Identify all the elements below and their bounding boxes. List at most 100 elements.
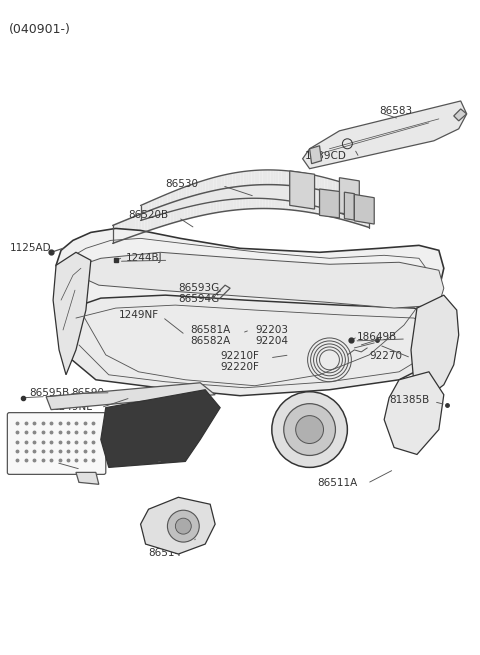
- Circle shape: [284, 403, 336, 455]
- Polygon shape: [216, 189, 219, 213]
- Polygon shape: [153, 208, 156, 229]
- Text: 86513: 86513: [148, 537, 181, 547]
- Polygon shape: [119, 222, 121, 241]
- Polygon shape: [314, 175, 316, 206]
- Polygon shape: [46, 383, 215, 409]
- Polygon shape: [298, 172, 300, 203]
- Polygon shape: [276, 170, 278, 200]
- Polygon shape: [216, 176, 219, 201]
- Polygon shape: [165, 194, 168, 213]
- Polygon shape: [189, 184, 192, 206]
- Polygon shape: [156, 207, 159, 228]
- Polygon shape: [287, 171, 289, 201]
- Text: 92204: 92204: [255, 336, 288, 346]
- Polygon shape: [246, 171, 249, 198]
- Polygon shape: [330, 179, 333, 211]
- Polygon shape: [228, 187, 231, 211]
- Polygon shape: [179, 189, 181, 210]
- Text: 86583: 86583: [379, 106, 412, 116]
- Polygon shape: [188, 196, 191, 219]
- Polygon shape: [355, 198, 358, 224]
- Polygon shape: [311, 174, 314, 206]
- Polygon shape: [319, 176, 322, 208]
- Text: 86595B: 86595B: [29, 388, 70, 398]
- Polygon shape: [184, 186, 187, 208]
- Text: 86561A: 86561A: [111, 457, 151, 466]
- Polygon shape: [235, 172, 238, 199]
- Polygon shape: [225, 174, 227, 200]
- Polygon shape: [214, 190, 216, 213]
- Polygon shape: [154, 198, 157, 216]
- Polygon shape: [352, 185, 354, 217]
- Polygon shape: [295, 172, 298, 202]
- Polygon shape: [360, 200, 363, 226]
- Polygon shape: [139, 214, 142, 234]
- Polygon shape: [260, 185, 263, 208]
- Polygon shape: [300, 187, 303, 212]
- Polygon shape: [294, 186, 297, 211]
- Polygon shape: [240, 172, 243, 198]
- Polygon shape: [333, 179, 336, 212]
- Polygon shape: [127, 218, 130, 238]
- Polygon shape: [306, 187, 309, 212]
- Polygon shape: [151, 200, 154, 217]
- Polygon shape: [199, 193, 202, 216]
- Polygon shape: [257, 170, 260, 198]
- Polygon shape: [308, 174, 311, 205]
- Polygon shape: [336, 181, 338, 212]
- Polygon shape: [53, 252, 91, 375]
- Polygon shape: [242, 186, 245, 210]
- Polygon shape: [200, 181, 203, 204]
- Polygon shape: [211, 178, 214, 202]
- Circle shape: [175, 518, 192, 534]
- Polygon shape: [341, 182, 344, 214]
- Text: 86530: 86530: [166, 179, 198, 189]
- Polygon shape: [245, 185, 248, 209]
- Polygon shape: [149, 200, 151, 218]
- Polygon shape: [363, 201, 366, 227]
- Text: 86594G: 86594G: [179, 294, 220, 304]
- Polygon shape: [219, 189, 222, 212]
- Text: (040901-): (040901-): [9, 24, 71, 36]
- Polygon shape: [205, 192, 208, 215]
- Polygon shape: [349, 185, 352, 217]
- Polygon shape: [66, 295, 444, 396]
- Text: 92210F: 92210F: [220, 351, 259, 361]
- Polygon shape: [238, 172, 240, 199]
- Polygon shape: [268, 170, 270, 199]
- Polygon shape: [227, 174, 230, 200]
- Circle shape: [272, 392, 348, 468]
- Polygon shape: [141, 497, 215, 554]
- Polygon shape: [181, 187, 184, 209]
- Polygon shape: [144, 203, 146, 219]
- Text: 92270: 92270: [369, 351, 402, 361]
- Polygon shape: [324, 178, 327, 210]
- Text: 1249NF: 1249NF: [119, 310, 159, 320]
- Polygon shape: [116, 223, 119, 242]
- Polygon shape: [197, 181, 200, 205]
- Polygon shape: [225, 188, 228, 212]
- Polygon shape: [219, 176, 222, 201]
- Polygon shape: [346, 196, 349, 221]
- Text: 1339CD: 1339CD: [305, 151, 347, 160]
- Polygon shape: [211, 191, 214, 214]
- Polygon shape: [176, 200, 179, 222]
- Polygon shape: [248, 185, 251, 209]
- Polygon shape: [326, 191, 329, 216]
- Text: 1125AD: 1125AD: [9, 244, 51, 253]
- Polygon shape: [312, 189, 314, 214]
- Polygon shape: [303, 187, 306, 212]
- Polygon shape: [260, 170, 263, 198]
- Polygon shape: [322, 177, 324, 208]
- Polygon shape: [339, 178, 360, 216]
- Polygon shape: [159, 206, 162, 227]
- Polygon shape: [254, 170, 257, 198]
- Text: 1249NL: 1249NL: [53, 402, 93, 411]
- Polygon shape: [291, 186, 294, 210]
- Polygon shape: [274, 185, 277, 209]
- Polygon shape: [76, 472, 99, 484]
- Text: 18649B: 18649B: [356, 332, 396, 342]
- Polygon shape: [133, 216, 136, 236]
- Polygon shape: [130, 217, 133, 237]
- Polygon shape: [195, 183, 197, 206]
